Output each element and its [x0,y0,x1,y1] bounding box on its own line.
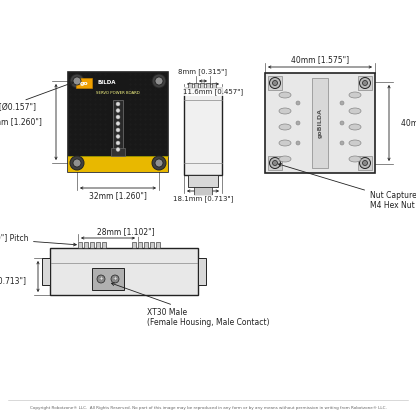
Circle shape [296,101,300,105]
Circle shape [340,101,344,105]
Circle shape [155,159,163,167]
Bar [194,83,198,88]
Bar [206,83,210,88]
Circle shape [116,102,120,106]
Text: go: go [80,81,88,86]
Circle shape [111,275,119,283]
Circle shape [73,159,81,167]
Bar [312,78,328,168]
Ellipse shape [349,124,361,130]
Text: XT30 Male
(Female Housing, Male Contact): XT30 Male (Female Housing, Male Contact) [111,283,270,327]
Text: BILDA: BILDA [98,81,116,86]
Text: goBILDA: goBILDA [317,108,322,138]
Circle shape [152,156,166,170]
Ellipse shape [279,156,291,162]
Ellipse shape [279,124,291,130]
Ellipse shape [279,92,291,98]
Text: Copyright Robotzone® LLC.  All Rights Reserved. No part of this image may be rep: Copyright Robotzone® LLC. All Rights Res… [30,406,386,410]
Text: 28mm [1.102"]: 28mm [1.102"] [97,228,155,237]
Bar [188,175,218,187]
Bar [268,76,282,90]
Circle shape [270,77,280,89]
Bar [156,242,160,248]
Circle shape [296,141,300,145]
Bar [76,78,92,88]
Bar [144,242,148,248]
Circle shape [116,115,120,119]
Bar [102,242,106,248]
Bar [200,83,204,88]
Circle shape [340,121,344,125]
Bar [92,268,124,290]
Bar [188,83,192,88]
Bar [113,100,123,155]
Circle shape [272,161,277,166]
Circle shape [70,74,84,88]
Bar [212,83,216,88]
Text: 40mm [1.575"]: 40mm [1.575"] [401,119,416,127]
Circle shape [359,158,371,168]
Bar [265,73,375,173]
Bar [194,187,212,195]
Bar [150,242,154,248]
Text: 32mm [1.260"]: 32mm [1.260"] [89,191,147,201]
Bar [358,76,372,90]
Bar [84,242,88,248]
Ellipse shape [279,140,291,146]
Circle shape [116,141,120,145]
Text: 11.6mm [0.457"]: 11.6mm [0.457"] [183,89,243,95]
Ellipse shape [349,156,361,162]
Text: +: + [99,277,103,282]
Text: SERVO POWER BOARD: SERVO POWER BOARD [96,91,140,95]
Text: 32mm [1.260"]: 32mm [1.260"] [0,117,42,126]
Circle shape [116,109,120,112]
Circle shape [116,128,120,132]
Circle shape [272,81,277,86]
Ellipse shape [279,108,291,114]
Text: 2.54mm [0.100"] Pitch: 2.54mm [0.100"] Pitch [0,233,76,246]
Bar [132,242,136,248]
Bar [78,242,82,248]
Circle shape [359,77,371,89]
Circle shape [97,275,105,283]
Circle shape [362,161,367,166]
Circle shape [152,74,166,88]
Text: 18.1mm [0.713"]: 18.1mm [0.713"] [0,277,26,285]
Bar [96,242,100,248]
Circle shape [73,77,81,85]
Bar [111,148,125,156]
Bar [50,248,198,295]
Bar [68,72,168,172]
Circle shape [296,121,300,125]
Ellipse shape [349,140,361,146]
Text: +: + [113,277,117,282]
Circle shape [155,77,163,85]
Circle shape [362,81,367,86]
Text: Nut Capture for
M4 Hex Nut: Nut Capture for M4 Hex Nut [279,163,416,210]
Bar [198,258,206,285]
Circle shape [116,148,120,151]
Bar [68,156,168,172]
Text: Ø4mm [Ø0.157"]: Ø4mm [Ø0.157"] [0,82,74,112]
Circle shape [116,134,120,139]
Text: 40mm [1.575"]: 40mm [1.575"] [291,55,349,64]
Circle shape [340,141,344,145]
Bar [42,258,50,285]
Bar [268,156,282,170]
Ellipse shape [349,92,361,98]
Bar [358,156,372,170]
Circle shape [116,121,120,126]
Text: 8mm [0.315"]: 8mm [0.315"] [178,69,228,75]
Bar [138,242,142,248]
Bar [184,88,222,175]
Circle shape [270,158,280,168]
Circle shape [70,156,84,170]
Text: 18.1mm [0.713"]: 18.1mm [0.713"] [173,196,233,202]
Ellipse shape [349,108,361,114]
Bar [90,242,94,248]
